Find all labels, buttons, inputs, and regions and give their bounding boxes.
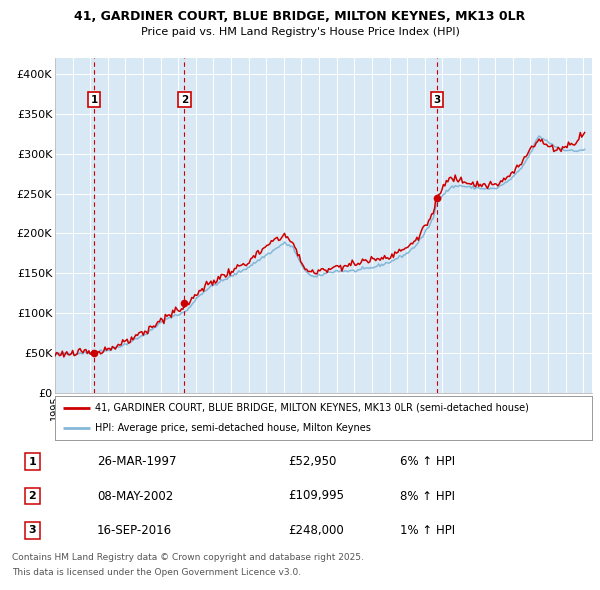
Text: 26-MAR-1997: 26-MAR-1997 — [97, 455, 176, 468]
Text: HPI: Average price, semi-detached house, Milton Keynes: HPI: Average price, semi-detached house,… — [95, 423, 371, 433]
Text: This data is licensed under the Open Government Licence v3.0.: This data is licensed under the Open Gov… — [12, 568, 301, 577]
Text: £248,000: £248,000 — [288, 524, 344, 537]
Text: 1: 1 — [91, 95, 98, 105]
Text: 8% ↑ HPI: 8% ↑ HPI — [400, 490, 455, 503]
Text: 2: 2 — [181, 95, 188, 105]
Text: Contains HM Land Registry data © Crown copyright and database right 2025.: Contains HM Land Registry data © Crown c… — [12, 553, 364, 562]
Text: 3: 3 — [29, 525, 36, 535]
Text: 16-SEP-2016: 16-SEP-2016 — [97, 524, 172, 537]
Text: £52,950: £52,950 — [288, 455, 337, 468]
Text: 1% ↑ HPI: 1% ↑ HPI — [400, 524, 455, 537]
Text: 3: 3 — [434, 95, 441, 105]
Text: 08-MAY-2002: 08-MAY-2002 — [97, 490, 173, 503]
Text: 41, GARDINER COURT, BLUE BRIDGE, MILTON KEYNES, MK13 0LR (semi-detached house): 41, GARDINER COURT, BLUE BRIDGE, MILTON … — [95, 403, 529, 413]
Text: 1: 1 — [29, 457, 37, 467]
Text: 41, GARDINER COURT, BLUE BRIDGE, MILTON KEYNES, MK13 0LR: 41, GARDINER COURT, BLUE BRIDGE, MILTON … — [74, 10, 526, 23]
Text: £109,995: £109,995 — [288, 490, 344, 503]
Text: Price paid vs. HM Land Registry's House Price Index (HPI): Price paid vs. HM Land Registry's House … — [140, 27, 460, 37]
Text: 6% ↑ HPI: 6% ↑ HPI — [400, 455, 455, 468]
Text: 2: 2 — [29, 491, 37, 501]
